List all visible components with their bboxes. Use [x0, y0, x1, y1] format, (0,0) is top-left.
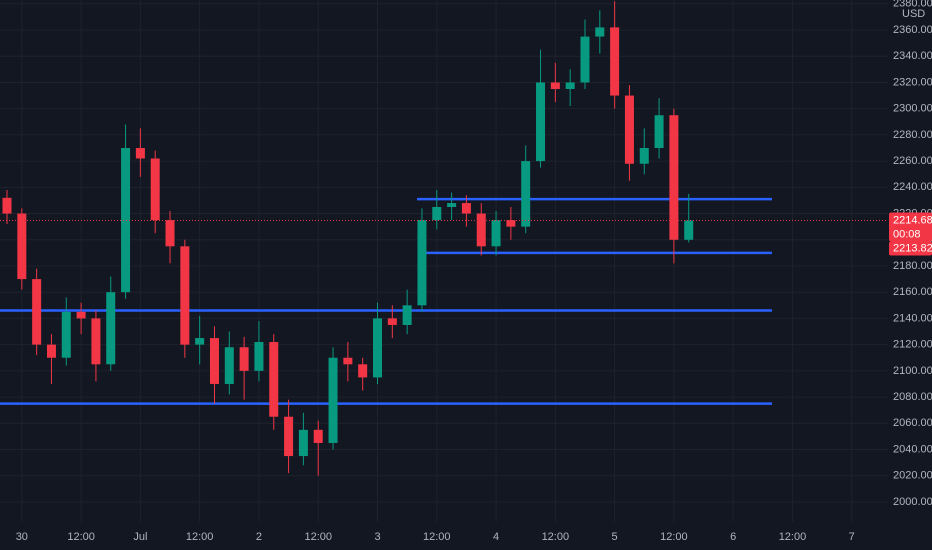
candle-body: [298, 429, 308, 457]
candle-body: [254, 342, 264, 371]
x-tick-label: 12:00: [660, 531, 688, 543]
currency-bg: [889, 8, 932, 20]
candle-body: [106, 292, 116, 365]
y-tick-label: 2280.00: [893, 129, 932, 141]
price-axis: 2000.00 2020.00 2040.00 2060.00 2080.00 2100.…: [16, 0, 932, 543]
candle-body: [447, 203, 457, 207]
candle-body: [91, 318, 101, 365]
candle-body: [595, 27, 605, 37]
candle-body: [654, 115, 664, 149]
candle-body: [461, 203, 471, 214]
candle-body: [417, 220, 427, 306]
candle-body: [580, 36, 590, 83]
last-price-label: 2214.68: [893, 214, 932, 226]
marker-price-label: 2213.82: [893, 242, 932, 254]
x-tick-label: 12:00: [186, 531, 214, 543]
grid: [0, 0, 888, 522]
y-tick-label: 2300.00: [893, 103, 932, 115]
y-tick-label: 2340.00: [893, 50, 932, 62]
candle-body: [506, 220, 516, 227]
candle-body: [313, 429, 323, 443]
candle-body: [165, 220, 175, 247]
candle-body: [328, 357, 338, 443]
y-tick-label: 2320.00: [893, 76, 932, 88]
candle-body: [565, 82, 575, 90]
plot: [0, 1, 888, 476]
y-tick-label: 2000.00: [893, 496, 932, 508]
x-tick-label: Jul: [133, 531, 147, 543]
candle-body: [476, 213, 486, 247]
candle-body: [269, 342, 279, 417]
candle-body: [624, 95, 634, 164]
candle-body: [358, 364, 368, 378]
candle-body: [195, 338, 205, 345]
x-tick-label: 3: [374, 531, 380, 543]
candle-body: [224, 347, 234, 384]
candle-body: [639, 148, 649, 164]
y-tick-label: 2140.00: [893, 312, 932, 324]
candle-body: [343, 357, 353, 365]
currency: USD: [902, 8, 925, 20]
candle-body: [135, 148, 145, 159]
candle-body: [76, 311, 86, 319]
candle-body: [121, 148, 131, 293]
x-tick-label: 12:00: [423, 531, 451, 543]
y-tick-label: 2060.00: [893, 417, 932, 429]
countdown: 00:08: [893, 228, 921, 240]
y-tick-label: 2160.00: [893, 286, 932, 298]
candle-body: [536, 82, 546, 162]
candle-body: [209, 338, 219, 384]
x-tick-label: 5: [612, 531, 618, 543]
candle-body: [669, 115, 679, 240]
x-tick-label: 6: [730, 531, 736, 543]
y-tick-label: 2260.00: [893, 155, 932, 167]
candle-body: [521, 161, 531, 227]
x-tick-label: 30: [16, 531, 28, 543]
y-tick-label: 2380.00: [893, 0, 932, 10]
y-tick-label: 2180.00: [893, 260, 932, 272]
candle-body: [150, 158, 160, 221]
candle-body: [17, 213, 27, 280]
candle-body: [550, 82, 560, 90]
x-tick-label: 12:00: [779, 531, 807, 543]
candle-body: [61, 311, 71, 358]
x-tick-label: 12:00: [542, 531, 570, 543]
candle-body: [387, 318, 397, 325]
candle-body: [610, 27, 620, 96]
candle-body: [46, 344, 56, 358]
candle-body: [432, 206, 442, 221]
candle-body: [239, 347, 249, 371]
x-tick-label: 7: [849, 531, 855, 543]
y-tick-label: 2360.00: [893, 24, 932, 36]
candle-body: [180, 246, 190, 345]
candle-body: [284, 416, 294, 457]
last-price-box: [889, 212, 932, 242]
y-tick-label: 2120.00: [893, 339, 932, 351]
y-tick-label: 2240.00: [893, 181, 932, 193]
y-tick-label: 2100.00: [893, 365, 932, 377]
candle-body: [2, 197, 12, 214]
candle-body: [402, 305, 412, 325]
x-tick-label: 2: [256, 531, 262, 543]
candle-body: [684, 220, 694, 240]
y-tick-label: 2020.00: [893, 470, 932, 482]
marker-price-box: [889, 241, 932, 256]
candle-body: [491, 220, 501, 247]
x-tick-label: 12:00: [304, 531, 332, 543]
y-tick-label: 2040.00: [893, 443, 932, 455]
candle-body: [32, 279, 42, 345]
x-tick-label: 12:00: [67, 531, 95, 543]
x-tick-label: 4: [493, 531, 499, 543]
candle-body: [373, 318, 382, 378]
y-tick-label: 2080.00: [893, 391, 932, 403]
